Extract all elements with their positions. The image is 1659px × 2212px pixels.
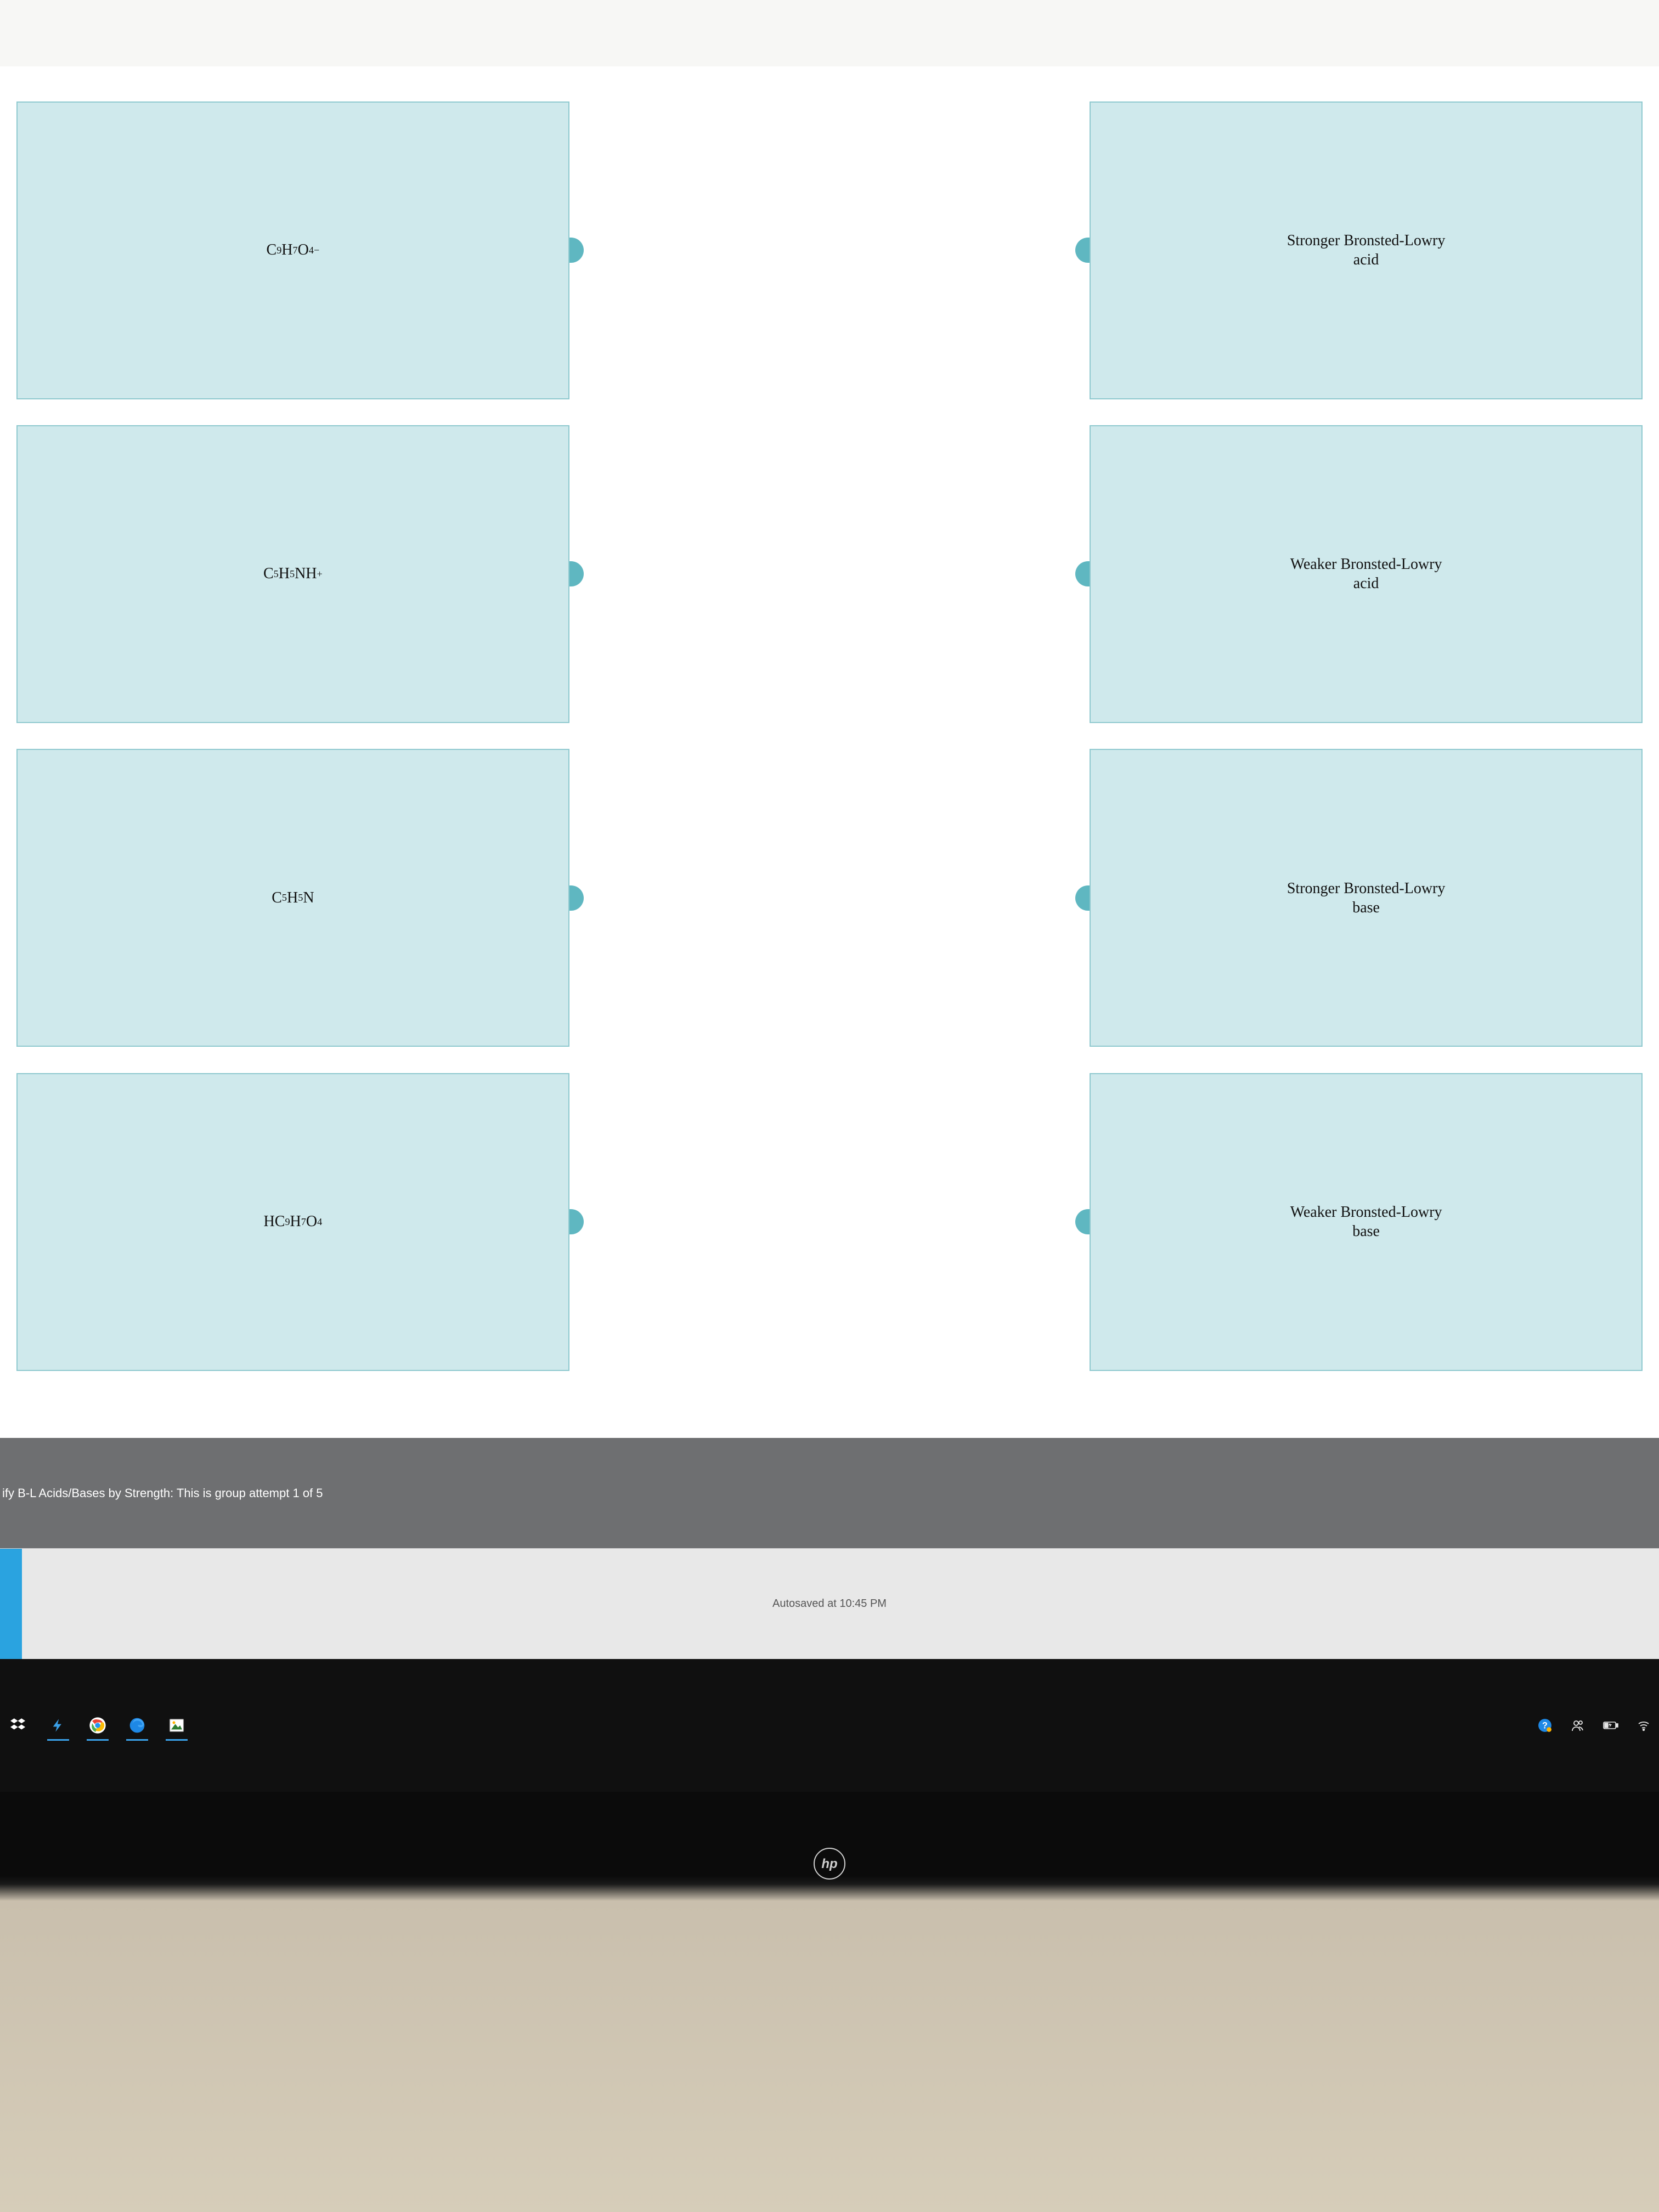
- autosave-progress-chip: [0, 1549, 22, 1659]
- match-row: HC9H7O4 Weaker Bronsted-Lowry base: [16, 1060, 1643, 1384]
- chrome-icon[interactable]: [86, 1713, 110, 1737]
- activity-title-text: ify B-L Acids/Bases by Strength: This is…: [2, 1486, 323, 1500]
- connector-gap: [569, 1060, 1090, 1384]
- connector-plug-right[interactable]: [569, 238, 584, 263]
- dropbox-icon[interactable]: [7, 1713, 31, 1737]
- left-card-formula[interactable]: HC9H7O4: [16, 1073, 569, 1371]
- right-card-line1: Weaker Bronsted-Lowry: [1290, 556, 1442, 573]
- lightning-icon[interactable]: [46, 1713, 70, 1737]
- wifi-icon[interactable]: [1635, 1717, 1652, 1734]
- connector-plug-right[interactable]: [569, 1209, 584, 1234]
- help-icon[interactable]: ?: [1536, 1717, 1554, 1734]
- right-card-line1: Stronger Bronsted-Lowry: [1287, 232, 1446, 249]
- edge-icon[interactable]: [125, 1713, 149, 1737]
- connector-gap: [569, 412, 1090, 736]
- svg-text:hp: hp: [821, 1857, 837, 1871]
- right-card-line1: Weaker Bronsted-Lowry: [1290, 1204, 1442, 1221]
- right-card-category[interactable]: Weaker Bronsted-Lowry acid: [1090, 425, 1643, 723]
- match-row: C5H5N Stronger Bronsted-Lowry base: [16, 736, 1643, 1060]
- right-card-line2: acid: [1353, 575, 1379, 592]
- matching-activity: C9H7O4− Stronger Bronsted-Lowry acid C5H…: [0, 66, 1659, 1438]
- right-card-category[interactable]: Weaker Bronsted-Lowry base: [1090, 1073, 1643, 1371]
- connector-plug-right[interactable]: [569, 885, 584, 911]
- screen: C9H7O4− Stronger Bronsted-Lowry acid C5H…: [0, 0, 1659, 2212]
- connector-gap: [569, 88, 1090, 412]
- right-card-line2: base: [1352, 899, 1380, 916]
- activity-title-banner: ify B-L Acids/Bases by Strength: This is…: [0, 1438, 1659, 1549]
- connector-socket-left[interactable]: [1075, 561, 1090, 586]
- left-card-formula[interactable]: C9H7O4−: [16, 101, 569, 399]
- battery-icon[interactable]: [1602, 1717, 1620, 1734]
- hp-logo: hp: [813, 1847, 846, 1880]
- autosave-bar: Autosaved at 10:45 PM: [0, 1548, 1659, 1659]
- match-row: C5H5NH+ Weaker Bronsted-Lowry acid: [16, 412, 1643, 736]
- right-card-line2: base: [1352, 1223, 1380, 1240]
- connector-socket-left[interactable]: [1075, 238, 1090, 263]
- match-row: C9H7O4− Stronger Bronsted-Lowry acid: [16, 88, 1643, 412]
- left-card-formula[interactable]: C5H5N: [16, 749, 569, 1047]
- photos-icon[interactable]: [165, 1713, 189, 1737]
- right-card-category[interactable]: Stronger Bronsted-Lowry base: [1090, 749, 1643, 1047]
- right-card-line1: Stronger Bronsted-Lowry: [1287, 880, 1446, 897]
- left-card-formula[interactable]: C5H5NH+: [16, 425, 569, 723]
- autosave-text: Autosaved at 10:45 PM: [772, 1598, 887, 1610]
- people-icon[interactable]: [1569, 1717, 1587, 1734]
- connector-gap: [569, 736, 1090, 1060]
- right-card-line2: acid: [1353, 251, 1379, 268]
- right-card-category[interactable]: Stronger Bronsted-Lowry acid: [1090, 101, 1643, 399]
- connector-socket-left[interactable]: [1075, 1209, 1090, 1234]
- connector-plug-right[interactable]: [569, 561, 584, 586]
- connector-socket-left[interactable]: [1075, 885, 1090, 911]
- windows-taskbar[interactable]: ?: [0, 1659, 1659, 1792]
